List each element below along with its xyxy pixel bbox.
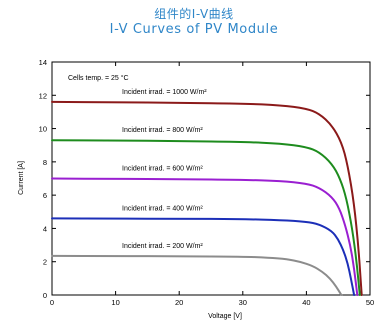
series-label-3: Incident irrad. = 600 W/m² [122, 166, 203, 173]
y-tick-label: 12 [39, 91, 47, 100]
iv-curve-series-4 [51, 217, 356, 296]
iv-curve-series-5 [51, 254, 343, 296]
x-axis-label: Voltage [V] [208, 313, 242, 320]
x-tick-label: 20 [175, 298, 183, 307]
y-tick-label: 8 [43, 158, 47, 167]
series-label-1: Incident irrad. = 1000 W/m² [122, 89, 207, 96]
series-label-2: Incident irrad. = 800 W/m² [122, 127, 203, 134]
cells-temp-annotation: Cells temp. = 25 °C [68, 74, 129, 82]
x-tick-label: 0 [50, 298, 54, 307]
x-tick-label: 50 [366, 298, 374, 307]
x-tick-label: 30 [239, 298, 247, 307]
y-tick-label: 0 [43, 291, 47, 300]
x-tick-label: 40 [302, 298, 310, 307]
y-axis-label: Current [A] [18, 161, 25, 195]
series-label-5: Incident irrad. = 200 W/m² [122, 243, 203, 250]
chart-title-chinese: 组件的I-V曲线 [154, 7, 234, 21]
y-tick-label: 6 [43, 191, 47, 200]
y-tick-label: 10 [39, 125, 47, 134]
y-tick-label: 4 [43, 224, 47, 233]
iv-curve-series-1 [51, 100, 363, 296]
y-tick-label: 14 [39, 58, 47, 67]
series-label-4: Incident irrad. = 400 W/m² [122, 205, 203, 212]
chart-title: I-V Curves of PV Module [109, 22, 279, 37]
iv-curve-series-3 [51, 177, 359, 296]
y-tick-label: 2 [43, 258, 47, 267]
x-tick-label: 10 [111, 298, 119, 307]
iv-curve-series-2 [51, 139, 361, 296]
